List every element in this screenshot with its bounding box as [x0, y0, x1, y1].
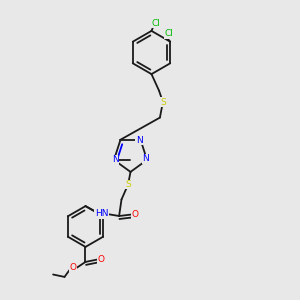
Text: O: O: [132, 210, 139, 219]
Text: Cl: Cl: [164, 29, 173, 38]
Text: S: S: [160, 98, 166, 106]
Text: N: N: [136, 136, 142, 145]
Text: O: O: [98, 255, 105, 264]
Text: HN: HN: [95, 209, 109, 218]
Text: O: O: [69, 263, 76, 272]
Text: Cl: Cl: [152, 19, 160, 28]
Text: N: N: [142, 154, 149, 164]
Text: N: N: [112, 155, 119, 164]
Text: S: S: [125, 180, 131, 189]
